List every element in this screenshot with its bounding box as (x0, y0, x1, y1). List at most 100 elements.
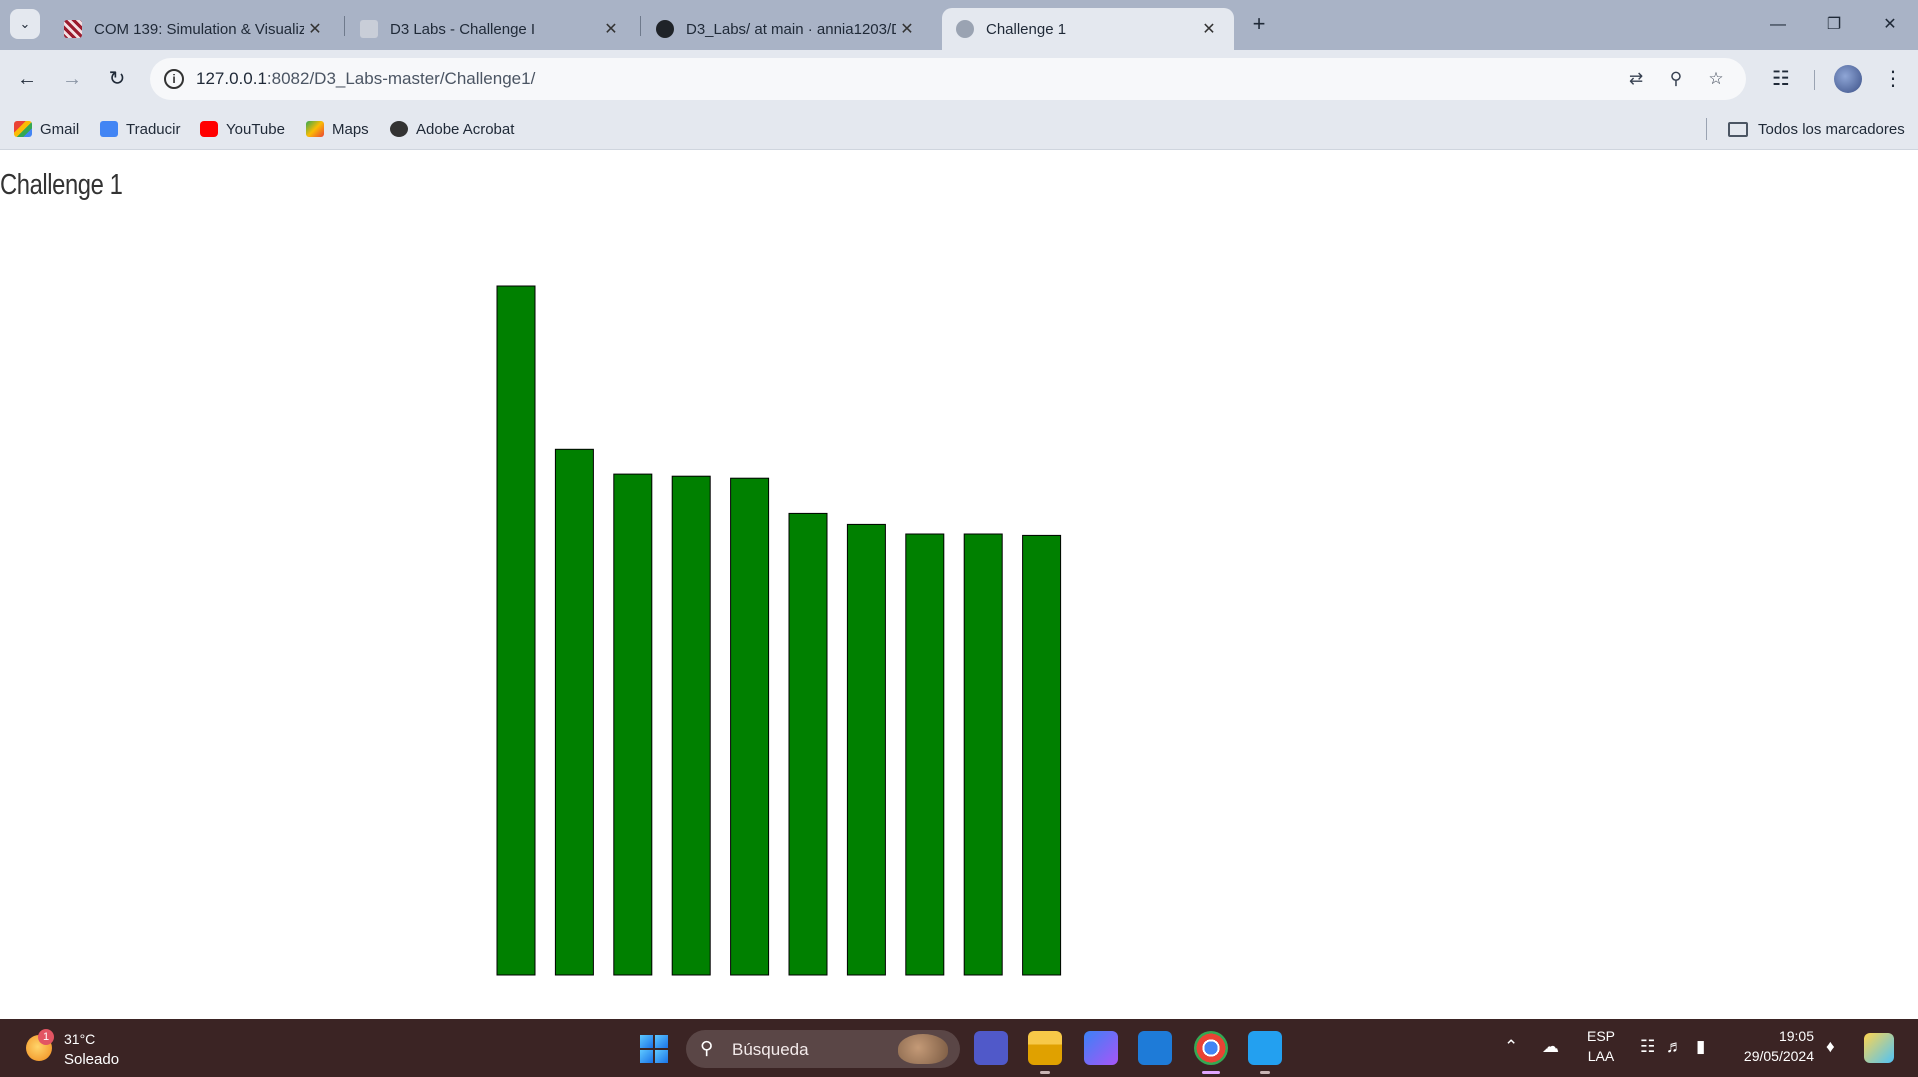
chevron-up-icon[interactable]: ⌃ (1504, 1037, 1519, 1056)
all-bookmarks-label: Todos los marcadores (1758, 120, 1905, 138)
clock-date[interactable]: 29/05/2024 (1743, 1048, 1814, 1064)
chart-bar (730, 477, 770, 976)
windows-start-icon[interactable] (640, 1035, 668, 1063)
toolbar-separator (1814, 70, 1815, 90)
profile-avatar[interactable] (1834, 65, 1862, 93)
tab-d3labs-challenge[interactable]: D3 Labs - Challenge I ✕ (346, 8, 636, 50)
address-bar[interactable]: i 127.0.0.1:8082/D3_Labs-master/Challeng… (150, 58, 1746, 100)
chart-bar (613, 473, 653, 976)
language-top[interactable]: ESP (1586, 1028, 1615, 1044)
search-label: Búsqueda (732, 1040, 809, 1059)
new-tab-button[interactable]: + (1252, 11, 1266, 36)
wifi-icon[interactable]: ☷ (1640, 1037, 1656, 1056)
url-text[interactable]: 127.0.0.1:8082/D3_Labs-master/Challenge1… (196, 69, 535, 89)
tab-challenge1[interactable]: Challenge 1 ✕ (942, 8, 1234, 50)
browser-toolbar: ← → ↻ i 127.0.0.1:8082/D3_Labs-master/Ch… (0, 50, 1918, 108)
clock-time[interactable]: 19:05 (1778, 1028, 1814, 1044)
tab-separator (344, 16, 345, 36)
search-highlight-image (898, 1034, 948, 1064)
active-indicator (1202, 1071, 1220, 1074)
tab-title: D3 Labs - Challenge I (390, 20, 536, 38)
tab-com139[interactable]: COM 139: Simulation & Visualiz ✕ (50, 8, 340, 50)
weather-description[interactable]: Soleado (64, 1051, 120, 1068)
url-path: :8082/D3_Labs-master/Challenge1/ (266, 69, 536, 88)
restore-icon[interactable]: ❐ (1826, 16, 1842, 33)
chevron-down-icon: ⌄ (19, 16, 31, 31)
chart-bar (496, 285, 536, 976)
zoom-icon[interactable]: ⚲ (1669, 69, 1683, 88)
bookmark-gmail[interactable]: Gmail (14, 116, 79, 142)
gmail-icon (14, 121, 32, 137)
notification-badge: 1 (38, 1029, 54, 1045)
widgets-icon[interactable] (1864, 1033, 1894, 1063)
chrome-icon[interactable] (1194, 1031, 1228, 1065)
page-favicon-icon (360, 20, 378, 38)
tab-title: COM 139: Simulation & Visualiz (94, 20, 304, 38)
volume-icon[interactable]: ♬ (1666, 1037, 1683, 1056)
copilot-icon[interactable] (1084, 1031, 1118, 1065)
mail-icon[interactable] (1138, 1031, 1172, 1065)
language-bottom[interactable]: LAA (1587, 1048, 1615, 1064)
tab-title: Challenge 1 (986, 20, 1067, 38)
minimize-icon[interactable]: — (1770, 16, 1786, 33)
chart-bar (963, 533, 1003, 976)
bookmark-maps[interactable]: Maps (306, 116, 369, 142)
bookmark-label: YouTube (226, 120, 285, 138)
extensions-puzzle-icon[interactable]: ☷ (1772, 68, 1790, 90)
close-icon[interactable]: ✕ (308, 21, 322, 38)
running-indicator (1260, 1071, 1270, 1074)
close-icon[interactable]: ✕ (604, 21, 618, 38)
notification-bell-icon[interactable]: ♦ (1826, 1037, 1835, 1056)
chart-bar (788, 512, 828, 976)
bookmarks-bar: Gmail Traducir YouTube Maps Adobe Acroba… (0, 108, 1918, 150)
youtube-icon (200, 121, 218, 137)
bar-chart (496, 285, 1062, 976)
university-favicon-icon (64, 20, 82, 38)
reload-icon[interactable]: ↻ (108, 68, 126, 90)
teams-icon[interactable] (974, 1031, 1008, 1065)
menu-kebab-icon[interactable]: ⋮ (1883, 68, 1903, 90)
translate-icon[interactable]: ⇄ (1628, 69, 1644, 88)
folder-icon (1728, 121, 1748, 137)
page-content: Challenge 1 (0, 151, 1918, 1019)
weather-temperature[interactable]: 31°C (64, 1031, 96, 1047)
bookmarks-separator (1706, 118, 1707, 140)
bookmark-traducir[interactable]: Traducir (100, 116, 180, 142)
chart-bar (671, 475, 711, 976)
bookmark-label: Adobe Acrobat (416, 120, 515, 138)
page-title: Challenge 1 (0, 169, 123, 201)
vscode-icon[interactable] (1248, 1031, 1282, 1065)
battery-icon[interactable]: ▮ (1696, 1037, 1706, 1056)
windows-taskbar: 1 31°C Soleado ⚲ Búsqueda ⌃ ☁ ESP LAA ☷ … (0, 1019, 1918, 1077)
chart-bar (1022, 534, 1062, 976)
all-bookmarks-button[interactable]: Todos los marcadores (1728, 116, 1905, 142)
site-info-icon[interactable]: i (164, 69, 184, 89)
bookmark-label: Traducir (126, 120, 181, 138)
globe-icon (956, 20, 974, 38)
search-icon: ⚲ (700, 1038, 714, 1058)
tab-title: D3_Labs/ at main · annia1203/D (686, 20, 896, 38)
maps-icon (306, 121, 324, 137)
github-icon (656, 20, 674, 38)
taskbar-search[interactable]: ⚲ Búsqueda (686, 1030, 960, 1068)
translate-icon (100, 121, 118, 137)
tab-strip: ⌄ COM 139: Simulation & Visualiz ✕ D3 La… (0, 0, 1918, 50)
bookmark-star-icon[interactable]: ☆ (1708, 69, 1724, 88)
close-icon[interactable]: ✕ (1202, 21, 1216, 38)
chart-bar (554, 448, 594, 976)
bookmark-label: Maps (332, 120, 369, 138)
bookmark-youtube[interactable]: YouTube (200, 116, 285, 142)
running-indicator (1040, 1071, 1050, 1074)
forward-arrow-icon[interactable]: → (62, 68, 82, 90)
tab-search-button[interactable]: ⌄ (10, 9, 40, 39)
close-icon[interactable]: ✕ (900, 21, 914, 38)
file-explorer-icon[interactable] (1028, 1031, 1062, 1065)
window-close-icon[interactable]: ✕ (1883, 16, 1897, 33)
tab-github[interactable]: D3_Labs/ at main · annia1203/D ✕ (642, 8, 932, 50)
back-arrow-icon[interactable]: ← (17, 68, 37, 90)
tab-separator (640, 16, 641, 36)
cloud-icon[interactable]: ☁ (1542, 1037, 1559, 1056)
globe-icon (390, 121, 408, 137)
url-host: 127.0.0.1 (196, 69, 267, 88)
bookmark-adobe-acrobat[interactable]: Adobe Acrobat (390, 116, 514, 142)
